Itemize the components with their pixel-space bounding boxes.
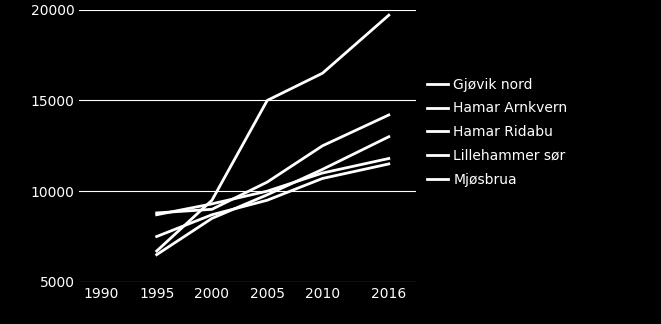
Legend: Gjøvik nord, Hamar Arnkvern, Hamar Ridabu, Lillehammer sør, Mjøsbrua: Gjøvik nord, Hamar Arnkvern, Hamar Ridab… xyxy=(427,78,567,187)
